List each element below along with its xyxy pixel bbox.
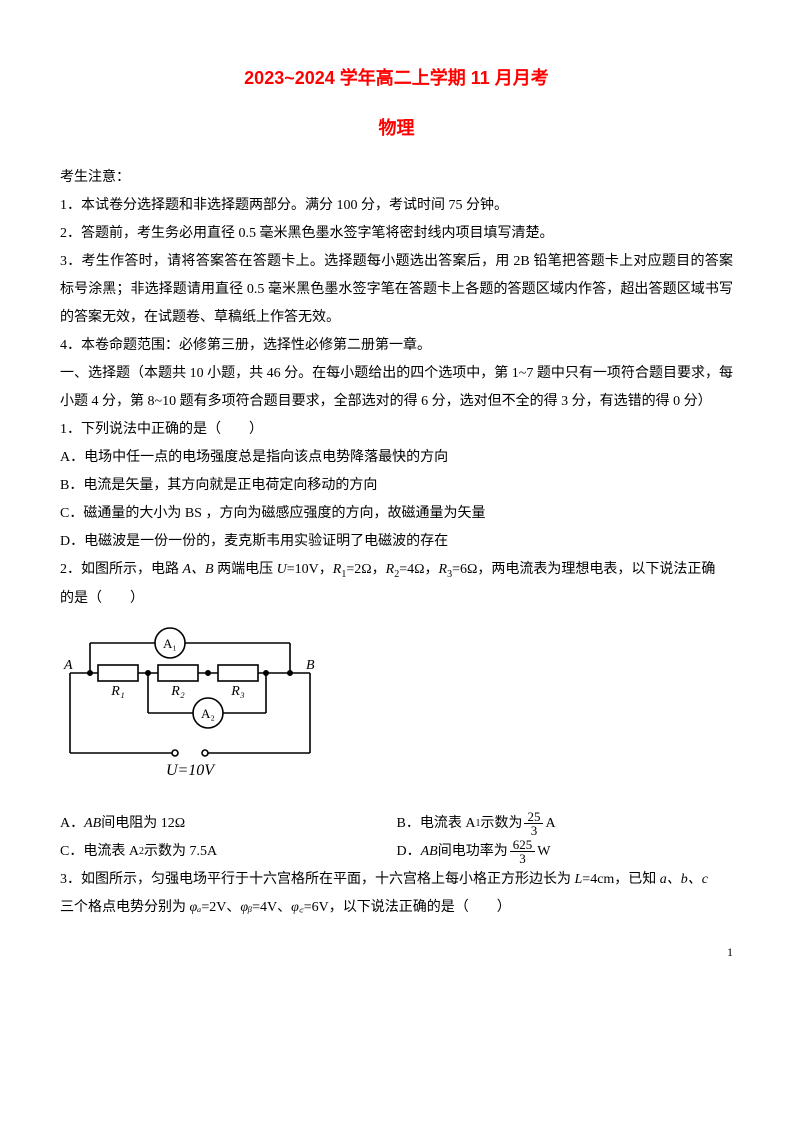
q2-opt-b-unit: A (545, 810, 555, 838)
circuit-r3-label: R₃ (230, 684, 245, 699)
q3-stem-a: 3．如图所示，匀强电场平行于十六宫格所在平面，十六宫格上每小格正方形边长为 (60, 872, 575, 887)
q2-stem-tail: 的是（ ） (60, 585, 733, 613)
title-subject: 物理 (60, 110, 733, 146)
q1-option-a: A．电场中任一点的电场强度总是指向该点电势降落最快的方向 (60, 444, 733, 472)
q2-opt-b-prefix: B．电流表 A (397, 810, 476, 838)
q3-eq3: =6V，以下说法正确的是（ ） (304, 900, 511, 915)
q2-circuit-diagram: A₁ A₂ A B R₁ R₂ R₃ U=10V (60, 623, 733, 804)
q3-stem-line2: 三个格点电势分别为 φₐ=2V、φᵦ=4V、φ꜀=6V，以下说法正确的是（ ） (60, 894, 733, 922)
notice-item-1: 1．本试卷分选择题和非选择题两部分。满分 100 分，考试时间 75 分钟。 (60, 192, 733, 220)
q2-option-b: B．电流表 A1 示数为 253 A (397, 810, 734, 838)
q3-stem-c: =4cm，已知 (582, 872, 660, 887)
q2-options: A．AB间电阻为 12Ω B．电流表 A1 示数为 253 A C．电流表 A2… (60, 810, 733, 866)
q1-option-b: B．电流是矢量，其方向就是正电荷定向移动的方向 (60, 472, 733, 500)
q2-opt-d-frac: 6253 (510, 838, 536, 865)
q2-option-d: D．AB间电功率为 6253 W (397, 838, 734, 866)
circuit-r2-label: R₂ (170, 684, 185, 699)
q1-stem: 1．下列说法中正确的是（ ） (60, 416, 733, 444)
q2-opt-b-den: 3 (524, 824, 543, 837)
q2-stem-u: U (277, 562, 287, 577)
q1-option-d: D．电磁波是一份一份的，麦克斯韦用实验证明了电磁波的存在 (60, 528, 733, 556)
q2-stem-a: 2．如图所示，电路 (60, 562, 183, 577)
q3-eq1: =2V、 (201, 900, 240, 915)
circuit-a1-label: A₁ (163, 636, 177, 651)
q2-opt-c-text: 示数为 7.5A (144, 838, 217, 866)
q2-option-a: A．AB间电阻为 12Ω (60, 810, 397, 838)
circuit-b-node: B (306, 658, 315, 673)
q2-opt-b-frac: 253 (524, 810, 543, 837)
q2-opt-d-prefix: D． (397, 838, 421, 866)
notice-item-3: 3．考生作答时，请将答案答在答题卡上。选择题每小题选出答案后，用 2B 铅笔把答… (60, 248, 733, 332)
q2-stem-h: =2Ω， (346, 562, 385, 577)
q2-opt-b-num: 25 (524, 810, 543, 824)
q2-opt-d-mid: 间电功率为 (438, 838, 508, 866)
q2-stem-ab: A、B (183, 562, 214, 577)
q2-opt-a-text: 间电阻为 12Ω (101, 810, 185, 838)
circuit-a-node: A (63, 658, 73, 673)
q2-opt-d-den: 3 (510, 852, 536, 865)
q3-phi-c: φ꜀ (291, 900, 304, 915)
q2-opt-d-unit: W (537, 838, 550, 866)
section-instructions: 一、选择题（本题共 10 小题，共 46 分。在每小题给出的四个选项中，第 1~… (60, 360, 733, 416)
q3-eq2: =4V、 (252, 900, 291, 915)
q3-stem-abc: a、b、c (660, 872, 708, 887)
q2-stem: 2．如图所示，电路 A、B 两端电压 U=10V，R1=2Ω，R2=4Ω，R3=… (60, 556, 733, 585)
q2-opt-c-prefix: C．电流表 A (60, 838, 139, 866)
q3-stem: 3．如图所示，匀强电场平行于十六宫格所在平面，十六宫格上每小格正方形边长为 L=… (60, 866, 733, 894)
circuit-u-label: U=10V (166, 762, 216, 779)
circuit-a2-label: A₂ (201, 706, 215, 721)
q2-stem-j: =4Ω， (399, 562, 438, 577)
q2-opt-a-ab: AB (84, 810, 101, 838)
q2-stem-e: =10V， (287, 562, 333, 577)
notice-item-2: 2．答题前，考生务必用直径 0.5 毫米黑色墨水签字笔将密封线内项目填写清楚。 (60, 220, 733, 248)
q2-opt-d-num: 625 (510, 838, 536, 852)
q3-stem-e: 三个格点电势分别为 (60, 900, 190, 915)
q2-stem-r3a: R (439, 562, 448, 577)
q3-phi-a: φₐ (190, 900, 202, 915)
page-number: 1 (60, 940, 733, 964)
q2-stem-c: 两端电压 (214, 562, 277, 577)
notice-item-4: 4．本卷命题范围：必修第三册，选择性必修第二册第一章。 (60, 332, 733, 360)
q2-stem-r2a: R (386, 562, 395, 577)
title-main: 2023~2024 学年高二上学期 11 月月考 (60, 60, 733, 96)
q1-option-c: C．磁通量的大小为 BS ，方向为磁感应强度的方向，故磁通量为矢量 (60, 500, 733, 528)
q2-option-c: C．电流表 A2 示数为 7.5A (60, 838, 397, 866)
q2-stem-l: =6Ω，两电流表为理想电表，以下说法正确 (452, 562, 715, 577)
q2-opt-a-prefix: A． (60, 810, 84, 838)
q2-opt-b-mid: 示数为 (480, 810, 522, 838)
circuit-r1-label: R₁ (110, 684, 124, 699)
notice-heading: 考生注意： (60, 164, 733, 192)
q2-opt-d-ab: AB (421, 838, 438, 866)
q3-phi-b: φᵦ (240, 900, 252, 915)
